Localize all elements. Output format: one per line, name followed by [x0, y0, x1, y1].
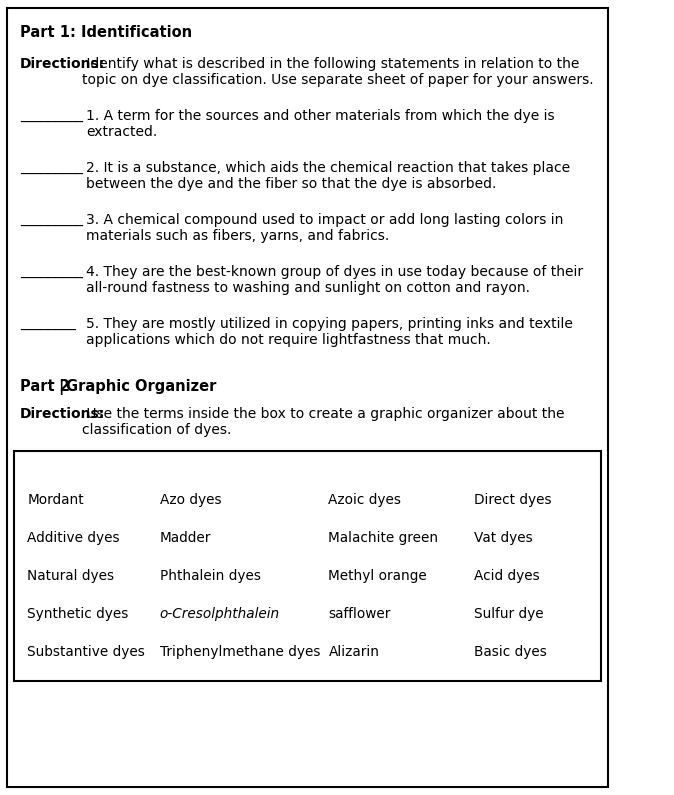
Text: Graphic Organizer: Graphic Organizer: [65, 379, 216, 394]
Text: Directions:: Directions:: [20, 407, 105, 421]
Text: 4. They are the best-known group of dyes in use today because of their
all-round: 4. They are the best-known group of dyes…: [86, 265, 583, 295]
Text: 1. A term for the sources and other materials from which the dye is
extracted.: 1. A term for the sources and other mate…: [86, 109, 555, 139]
Text: Substantive dyes: Substantive dyes: [28, 645, 146, 659]
Text: _________: _________: [20, 213, 83, 227]
Text: 2. It is a substance, which aids the chemical reaction that takes place
between : 2. It is a substance, which aids the che…: [86, 161, 570, 192]
Text: Natural dyes: Natural dyes: [28, 569, 115, 583]
Text: Sulfur dye: Sulfur dye: [474, 607, 544, 621]
Text: safflower: safflower: [328, 607, 391, 621]
Text: Alizarin: Alizarin: [328, 645, 379, 659]
Text: Azo dyes: Azo dyes: [160, 493, 221, 507]
Text: Triphenylmethane dyes: Triphenylmethane dyes: [160, 645, 320, 659]
Text: Use the terms inside the box to create a graphic organizer about the
classificat: Use the terms inside the box to create a…: [82, 407, 565, 437]
Text: |: |: [59, 379, 64, 395]
Text: 3. A chemical compound used to impact or add long lasting colors in
materials su: 3. A chemical compound used to impact or…: [86, 213, 563, 243]
Text: Vat dyes: Vat dyes: [474, 531, 533, 545]
Text: Direct dyes: Direct dyes: [474, 493, 552, 507]
Text: Phthalein dyes: Phthalein dyes: [160, 569, 261, 583]
Text: Azoic dyes: Azoic dyes: [328, 493, 402, 507]
Text: Mordant: Mordant: [28, 493, 84, 507]
Text: Part 2: Part 2: [20, 379, 70, 394]
Text: Synthetic dyes: Synthetic dyes: [28, 607, 129, 621]
Text: _________: _________: [20, 161, 83, 175]
Text: Methyl orange: Methyl orange: [328, 569, 427, 583]
Text: Acid dyes: Acid dyes: [474, 569, 541, 583]
Text: ________: ________: [20, 317, 76, 331]
Text: Part 1: Identification: Part 1: Identification: [20, 25, 192, 40]
Text: 5. They are mostly utilized in copying papers, printing inks and textile
applica: 5. They are mostly utilized in copying p…: [86, 317, 573, 347]
Text: _________: _________: [20, 265, 83, 279]
Text: o-Cresolphthalein: o-Cresolphthalein: [160, 607, 280, 621]
Text: Basic dyes: Basic dyes: [474, 645, 547, 659]
Text: Directions:: Directions:: [20, 57, 105, 71]
Text: Identify what is described in the following statements in relation to the
topic : Identify what is described in the follow…: [82, 57, 594, 87]
Text: Additive dyes: Additive dyes: [28, 531, 120, 545]
Text: _________: _________: [20, 109, 83, 123]
Text: Malachite green: Malachite green: [328, 531, 439, 545]
Text: Madder: Madder: [160, 531, 211, 545]
Bar: [13, 451, 601, 681]
